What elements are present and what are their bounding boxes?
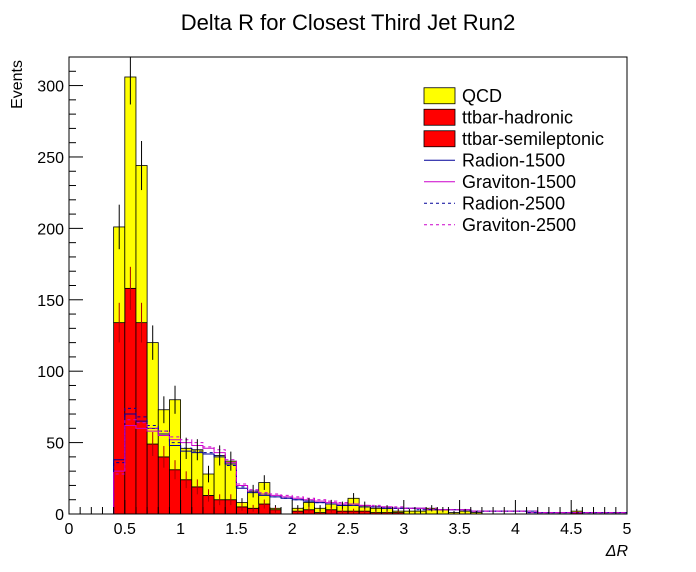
chart-title: Delta R for Closest Third Jet Run2 xyxy=(181,10,516,35)
bar-ttbar-hadronic xyxy=(113,322,126,515)
bar-ttbar-hadronic xyxy=(135,322,148,515)
legend-label: ttbar-hadronic xyxy=(462,107,573,127)
x-tick-label: 4 xyxy=(511,521,520,538)
x-tick-label: 0 xyxy=(65,521,74,538)
bar-QCD xyxy=(124,76,137,289)
y-tick-label: 50 xyxy=(46,436,64,453)
bar-ttbar-hadronic xyxy=(124,287,137,515)
legend: QCDttbar-hadronicttbar-semileptonicRadio… xyxy=(423,86,604,235)
y-tick-label: 200 xyxy=(37,221,64,238)
x-tick-label: 5 xyxy=(623,521,632,538)
x-tick-label: 4.5 xyxy=(560,521,582,538)
signal-overlays xyxy=(113,407,628,514)
x-tick-label: 3 xyxy=(399,521,408,538)
x-tick-label: 2 xyxy=(288,521,297,538)
overlay-Radion-2500 xyxy=(113,407,628,514)
legend-label: ttbar-semileptonic xyxy=(462,129,604,149)
x-tick-label: 2.5 xyxy=(337,521,359,538)
x-axis-label: ΔR xyxy=(605,543,629,560)
legend-swatch xyxy=(423,87,456,105)
y-tick-label: 250 xyxy=(37,150,64,167)
legend-swatch xyxy=(423,130,456,148)
legend-swatch xyxy=(423,108,456,126)
x-tick-label: 3.5 xyxy=(448,521,470,538)
x-tick-label: 1.5 xyxy=(225,521,247,538)
overlay-Graviton-2500 xyxy=(113,419,628,514)
legend-label: Graviton-2500 xyxy=(462,215,576,235)
y-tick-label: 100 xyxy=(37,364,64,381)
y-tick-label: 0 xyxy=(55,507,64,524)
legend-label: Radion-2500 xyxy=(462,193,565,213)
x-tick-label: 1 xyxy=(176,521,185,538)
x-tick-label: 0.5 xyxy=(114,521,136,538)
legend-label: Graviton-1500 xyxy=(462,172,576,192)
legend-label: Radion-1500 xyxy=(462,150,565,170)
legend-label: QCD xyxy=(462,86,502,106)
y-axis-label: Events xyxy=(9,60,26,109)
y-tick-label: 150 xyxy=(37,293,64,310)
error-bars xyxy=(118,57,578,514)
y-tick-label: 300 xyxy=(37,79,64,96)
